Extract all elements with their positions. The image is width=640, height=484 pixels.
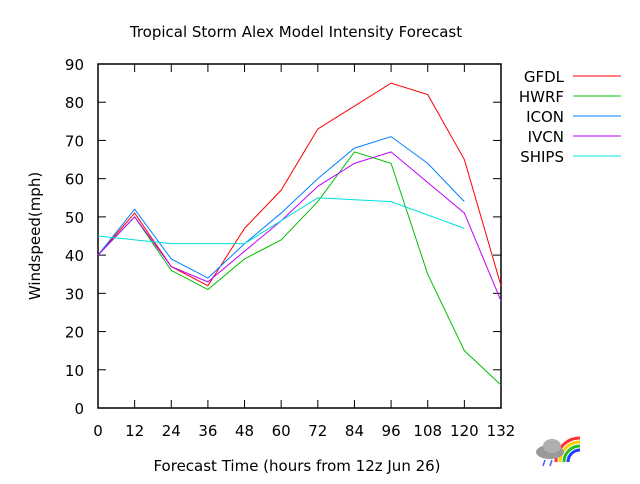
x-tick-label: 132 bbox=[487, 422, 516, 440]
y-tick-label: 40 bbox=[65, 247, 84, 265]
x-tick-label: 12 bbox=[125, 422, 144, 440]
series-line-hwrf bbox=[97, 151, 502, 386]
y-tick-label: 70 bbox=[65, 132, 84, 150]
y-tick-label: 0 bbox=[74, 400, 84, 418]
y-tick-label: 90 bbox=[65, 56, 84, 74]
x-tick-label: 48 bbox=[235, 422, 254, 440]
legend-label-gfdl: GFDL bbox=[524, 68, 565, 86]
series-line-ivcn bbox=[97, 151, 502, 302]
x-tick-label: 120 bbox=[450, 422, 479, 440]
y-axis-label: Windspeed(mph) bbox=[26, 172, 44, 300]
x-tick-label: 84 bbox=[345, 422, 364, 440]
x-tick-label: 60 bbox=[272, 422, 291, 440]
legend-label-hwrf: HWRF bbox=[519, 88, 564, 106]
y-tick-label: 60 bbox=[65, 171, 84, 189]
chart-title: Tropical Storm Alex Model Intensity Fore… bbox=[129, 23, 462, 41]
series-line-gfdl bbox=[97, 82, 502, 287]
series-line-ships bbox=[97, 197, 465, 245]
series-line-icon bbox=[97, 136, 465, 279]
x-axis-label: Forecast Time (hours from 12z Jun 26) bbox=[153, 457, 440, 475]
y-tick-label: 20 bbox=[65, 324, 84, 342]
y-tick-label: 50 bbox=[65, 209, 84, 227]
legend-label-ivcn: IVCN bbox=[528, 128, 564, 146]
x-tick-label: 96 bbox=[382, 422, 401, 440]
weather-logo-icon bbox=[536, 436, 581, 467]
x-tick-label: 36 bbox=[198, 422, 217, 440]
plot-frame bbox=[97, 63, 502, 409]
x-tick-label: 72 bbox=[308, 422, 327, 440]
legend-label-ships: SHIPS bbox=[520, 148, 564, 166]
y-tick-label: 10 bbox=[65, 362, 84, 380]
y-tick-label: 30 bbox=[65, 285, 84, 303]
y-tick-label: 80 bbox=[65, 94, 84, 112]
x-tick-label: 108 bbox=[413, 422, 442, 440]
x-tick-label: 0 bbox=[93, 422, 103, 440]
legend-label-icon: ICON bbox=[526, 108, 564, 126]
x-tick-label: 24 bbox=[162, 422, 181, 440]
